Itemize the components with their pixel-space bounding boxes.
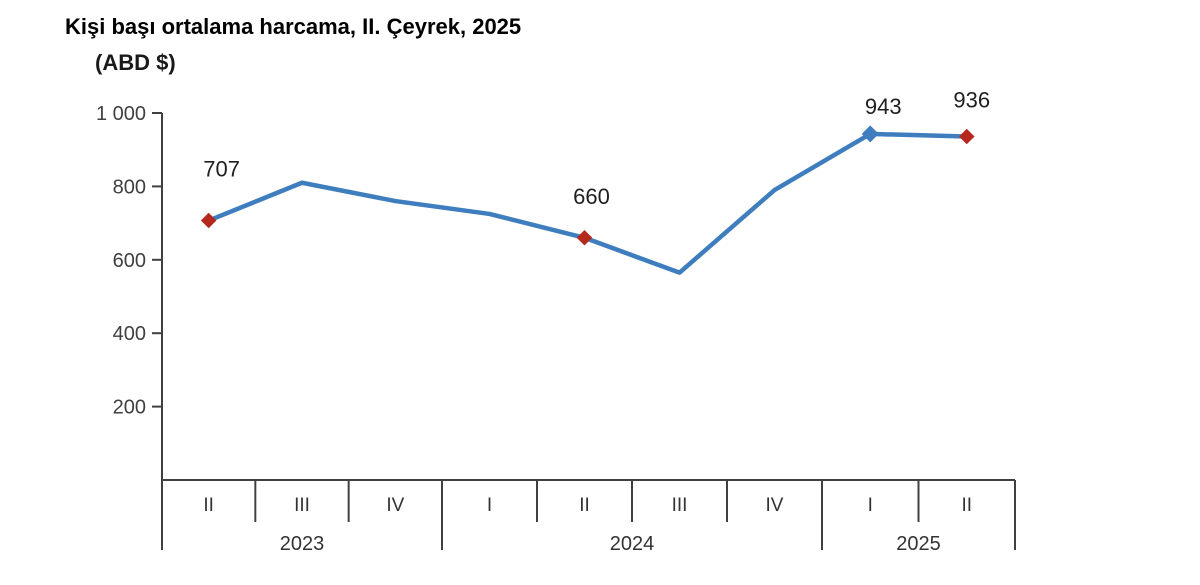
data-point-marker — [200, 212, 217, 229]
data-point-label: 660 — [573, 184, 610, 209]
data-point-marker — [958, 128, 975, 145]
year-label: 2024 — [610, 533, 655, 555]
y-tick-label: 400 — [113, 323, 146, 345]
quarter-label: II — [961, 495, 972, 516]
data-point-label: 707 — [203, 157, 240, 182]
data-point-marker — [861, 125, 879, 143]
quarter-label: II — [579, 495, 590, 516]
year-label: 2025 — [896, 533, 941, 555]
y-tick-label: 800 — [113, 176, 146, 198]
quarter-label: III — [294, 495, 310, 516]
quarter-label: II — [203, 495, 214, 516]
data-point-marker — [576, 230, 593, 246]
chart-unit-label: (ABD $) — [95, 50, 176, 75]
data-point-label: 943 — [865, 94, 902, 119]
quarter-label: I — [487, 495, 492, 516]
chart-title: Kişi başı ortalama harcama, II. Çeyrek, … — [65, 14, 522, 39]
quarter-label: III — [672, 495, 688, 516]
y-tick-label: 200 — [113, 397, 146, 419]
y-tick-label: 1 000 — [96, 103, 146, 125]
year-label: 2023 — [280, 533, 325, 555]
data-point-label: 936 — [953, 87, 990, 112]
quarter-label: IV — [386, 495, 404, 516]
y-tick-label: 600 — [113, 250, 146, 272]
quarter-label: IV — [766, 495, 784, 516]
quarter-label: I — [868, 495, 873, 516]
